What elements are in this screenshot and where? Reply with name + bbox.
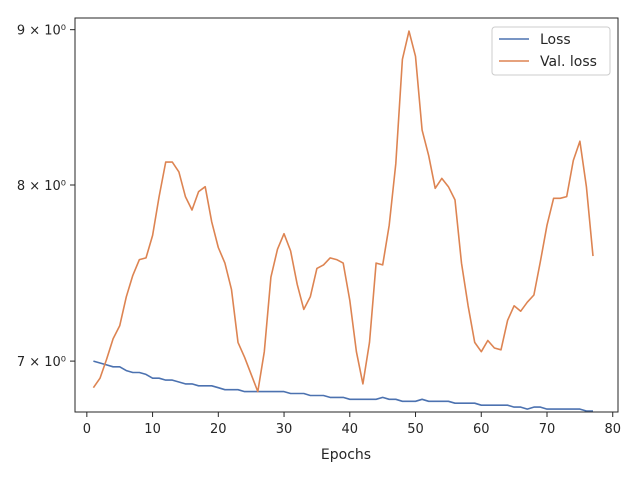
y-tick-label: 9 × 10⁰ xyxy=(17,24,66,39)
x-tick-label: 0 xyxy=(83,422,91,437)
x-tick-label: 30 xyxy=(276,422,293,437)
y-axis-ticks: 7 × 10⁰ 8 × 10⁰ 9 × 10⁰ xyxy=(17,24,75,370)
legend-label-loss: Loss xyxy=(540,32,571,48)
x-tick-label: 50 xyxy=(407,422,424,437)
x-tick-label: 40 xyxy=(342,422,359,437)
x-tick-label: 20 xyxy=(210,422,227,437)
x-tick-label: 10 xyxy=(144,422,161,437)
legend: Loss Val. loss xyxy=(491,26,611,76)
x-tick-label: 60 xyxy=(473,422,490,437)
y-tick-label: 7 × 10⁰ xyxy=(17,355,66,370)
series-line-val-loss xyxy=(92,30,594,393)
plot-frame xyxy=(74,17,619,413)
series-lines xyxy=(92,30,594,412)
x-axis-label: Epochs xyxy=(321,447,371,463)
y-tick-label: 8 × 10⁰ xyxy=(17,179,66,194)
x-tick-label: 80 xyxy=(604,422,621,437)
x-axis-ticks: 0 10 20 30 40 50 60 70 80 xyxy=(83,412,621,437)
series-line-loss xyxy=(93,360,593,412)
legend-label-val-loss: Val. loss xyxy=(540,54,597,70)
x-tick-label: 70 xyxy=(539,422,556,437)
